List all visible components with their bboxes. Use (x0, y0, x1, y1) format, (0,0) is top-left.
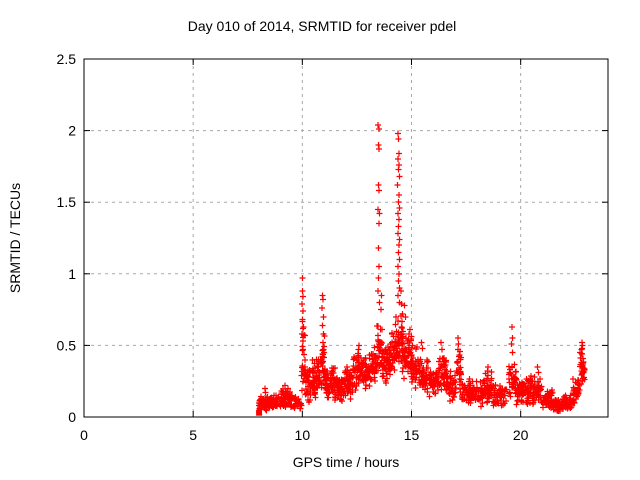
x-tick-label: 10 (295, 427, 311, 443)
grid-layer (84, 59, 608, 417)
y-axis-label: SRMTID / TECUs (7, 183, 23, 293)
y-tick-label: 2 (68, 123, 76, 139)
x-tick-label: 15 (404, 427, 420, 443)
y-tick-label: 2.5 (57, 51, 77, 67)
x-tick-label: 5 (189, 427, 197, 443)
x-tick-label: 20 (513, 427, 529, 443)
y-tick-label: 1.5 (57, 194, 77, 210)
tick-layer: 0 5 10 15 20 0 0.5 1 1.5 2 2.5 (57, 51, 608, 443)
plot-border (83, 58, 609, 418)
scatter-points (256, 122, 588, 414)
plot-frame (83, 58, 609, 418)
data-points-layer (256, 122, 588, 416)
start-point-square-marker (256, 409, 263, 416)
x-axis-label: GPS time / hours (293, 454, 400, 470)
y-tick-label: 1 (68, 266, 76, 282)
x-tick-label: 0 (80, 427, 88, 443)
y-tick-label: 0 (68, 409, 76, 425)
chart-title: Day 010 of 2014, SRMTID for receiver pde… (188, 18, 456, 34)
y-tick-label: 0.5 (57, 337, 77, 353)
